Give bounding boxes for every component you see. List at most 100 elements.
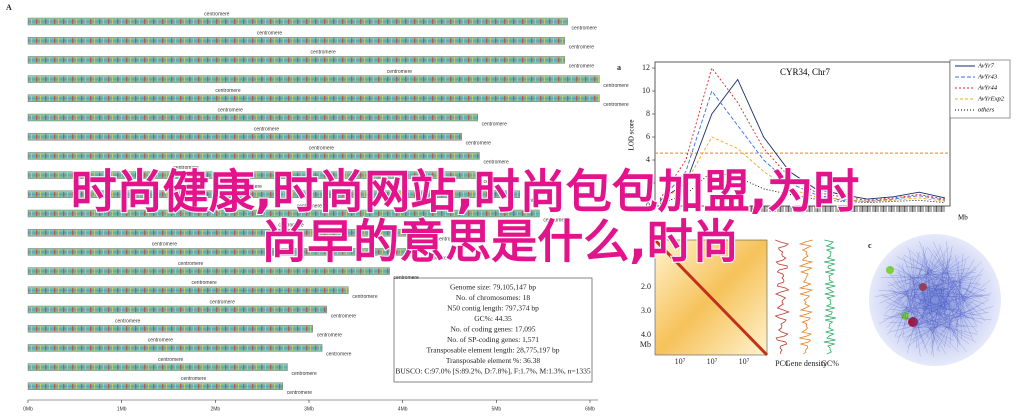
network-edge bbox=[931, 245, 953, 355]
y-tick-label: 0 bbox=[646, 201, 650, 210]
chromosome-features bbox=[28, 383, 283, 389]
network-edge bbox=[898, 263, 967, 353]
panel-label: A bbox=[6, 3, 12, 12]
centromere-label: centromere bbox=[569, 64, 595, 70]
x-tick-label: 3Mb bbox=[304, 406, 314, 412]
network-edge bbox=[926, 269, 956, 339]
overlay-text: 尚早的意思是什么,时尚 bbox=[261, 215, 738, 269]
centromere-label: centromere bbox=[387, 69, 413, 75]
network-edge bbox=[894, 296, 967, 316]
centromere-label: centromere bbox=[210, 299, 236, 305]
legend bbox=[949, 59, 1011, 119]
network-edge bbox=[878, 290, 990, 297]
legend-label: others bbox=[978, 106, 995, 113]
network-edge bbox=[906, 277, 953, 302]
y-tick-label: 4 bbox=[646, 155, 650, 164]
centromere-label: centromere bbox=[466, 141, 492, 147]
chromosome-features bbox=[28, 364, 288, 370]
overlay-text: 时尚健康,时尚网站,时尚包包加盟,为时 bbox=[71, 165, 859, 219]
centromere-label: centromere bbox=[237, 184, 263, 190]
stat-line: Transposable element length: 28,775,197 … bbox=[426, 346, 559, 355]
network-edge bbox=[919, 307, 956, 318]
centromere-label: centromere bbox=[483, 160, 509, 166]
x-tick-label: 0Mb bbox=[23, 406, 33, 412]
chromosome-features bbox=[28, 249, 418, 255]
centromere-label: centromere bbox=[278, 223, 304, 229]
centromere-label: centromere bbox=[218, 107, 244, 113]
x-tick-label: 10⁷ bbox=[707, 357, 718, 366]
network-edge bbox=[955, 255, 966, 319]
panel-label: c bbox=[868, 241, 872, 250]
centromere-label: centromere bbox=[422, 256, 448, 262]
stats-box bbox=[393, 277, 593, 383]
chromosome-features bbox=[28, 287, 349, 293]
network-edge bbox=[883, 274, 983, 298]
network-edge bbox=[915, 251, 978, 333]
y-tick-label: 2 bbox=[646, 178, 650, 187]
centromere-label: centromere bbox=[572, 25, 598, 31]
network-edge bbox=[904, 261, 983, 342]
centromere-label: centromere bbox=[254, 127, 280, 133]
y-tick-label: 8 bbox=[646, 109, 650, 118]
network-edge bbox=[903, 255, 973, 294]
network-edge bbox=[892, 259, 929, 313]
chromosome-features bbox=[28, 191, 520, 197]
x-tick-label: 10⁷ bbox=[739, 357, 750, 366]
track bbox=[823, 239, 837, 355]
chromosome-features bbox=[28, 268, 390, 274]
legend-label: AvYr44 bbox=[977, 84, 998, 91]
stat-line: No. of SP-coding genes: 1,571 bbox=[447, 335, 539, 344]
track-label: Gene density bbox=[785, 359, 827, 368]
legend-label: AvYrExp2 bbox=[977, 95, 1005, 102]
chromosome-features bbox=[28, 326, 313, 332]
chromosome-features bbox=[28, 19, 568, 24]
stat-line: BUSCO: C:97.0% [S:89.2%, D:7.8%], F:1.7%… bbox=[395, 367, 591, 376]
stat-line: Genome size: 79,105,147 bp bbox=[450, 283, 536, 292]
centromere-label: centromere bbox=[291, 371, 317, 377]
centromere-label: centromere bbox=[309, 146, 335, 152]
network-edge bbox=[941, 263, 946, 330]
stat-line: N50 contig length: 797,374 bp bbox=[447, 304, 539, 313]
network-edge bbox=[879, 265, 963, 304]
network-edge bbox=[918, 288, 968, 291]
lod-line bbox=[659, 67, 946, 201]
network-edge bbox=[896, 277, 947, 355]
centromere-label: centromere bbox=[326, 352, 352, 358]
y-tick-label: 6 bbox=[646, 132, 650, 141]
network-edge bbox=[905, 292, 928, 354]
centromere-label: centromere bbox=[311, 50, 337, 56]
network-edge bbox=[931, 299, 989, 331]
network-edge bbox=[929, 299, 975, 345]
network-edge bbox=[925, 257, 935, 332]
chromosome-features bbox=[28, 38, 565, 44]
x-tick-label: 4Mb bbox=[398, 406, 408, 412]
plot-title: CYR34, Chr7 bbox=[780, 67, 831, 77]
track-label: PC1 bbox=[775, 359, 789, 368]
network-edge bbox=[912, 306, 960, 353]
chromosome-features bbox=[28, 230, 433, 236]
centromere-label: centromere bbox=[394, 275, 420, 281]
network-edge bbox=[896, 287, 986, 338]
network-edge bbox=[907, 254, 933, 354]
centromere-label: centromere bbox=[257, 31, 283, 37]
centromere-label: centromere bbox=[297, 203, 323, 209]
network-edge bbox=[938, 271, 957, 321]
network-edge bbox=[897, 258, 954, 290]
legend-label: AvYr7 bbox=[977, 62, 995, 69]
centromere-label: centromere bbox=[331, 313, 357, 319]
legend-label: AvYr43 bbox=[977, 73, 998, 80]
x-tick-label: 2Mb bbox=[210, 406, 220, 412]
network-edge bbox=[936, 282, 972, 351]
network-edge bbox=[898, 278, 948, 322]
x-tick-label: 1Mb bbox=[117, 406, 127, 412]
stat-line: No. of chromosomes: 18 bbox=[456, 293, 530, 302]
network-edge bbox=[919, 260, 955, 316]
network-edge bbox=[909, 294, 984, 310]
centromere-label: centromere bbox=[603, 83, 629, 89]
network-edge bbox=[903, 256, 940, 352]
network-edge bbox=[912, 284, 935, 343]
y-axis-label: LOD score bbox=[628, 120, 636, 151]
y-axis-unit: Mb bbox=[640, 340, 651, 349]
network-edge bbox=[903, 317, 963, 338]
network-edge bbox=[920, 302, 980, 316]
